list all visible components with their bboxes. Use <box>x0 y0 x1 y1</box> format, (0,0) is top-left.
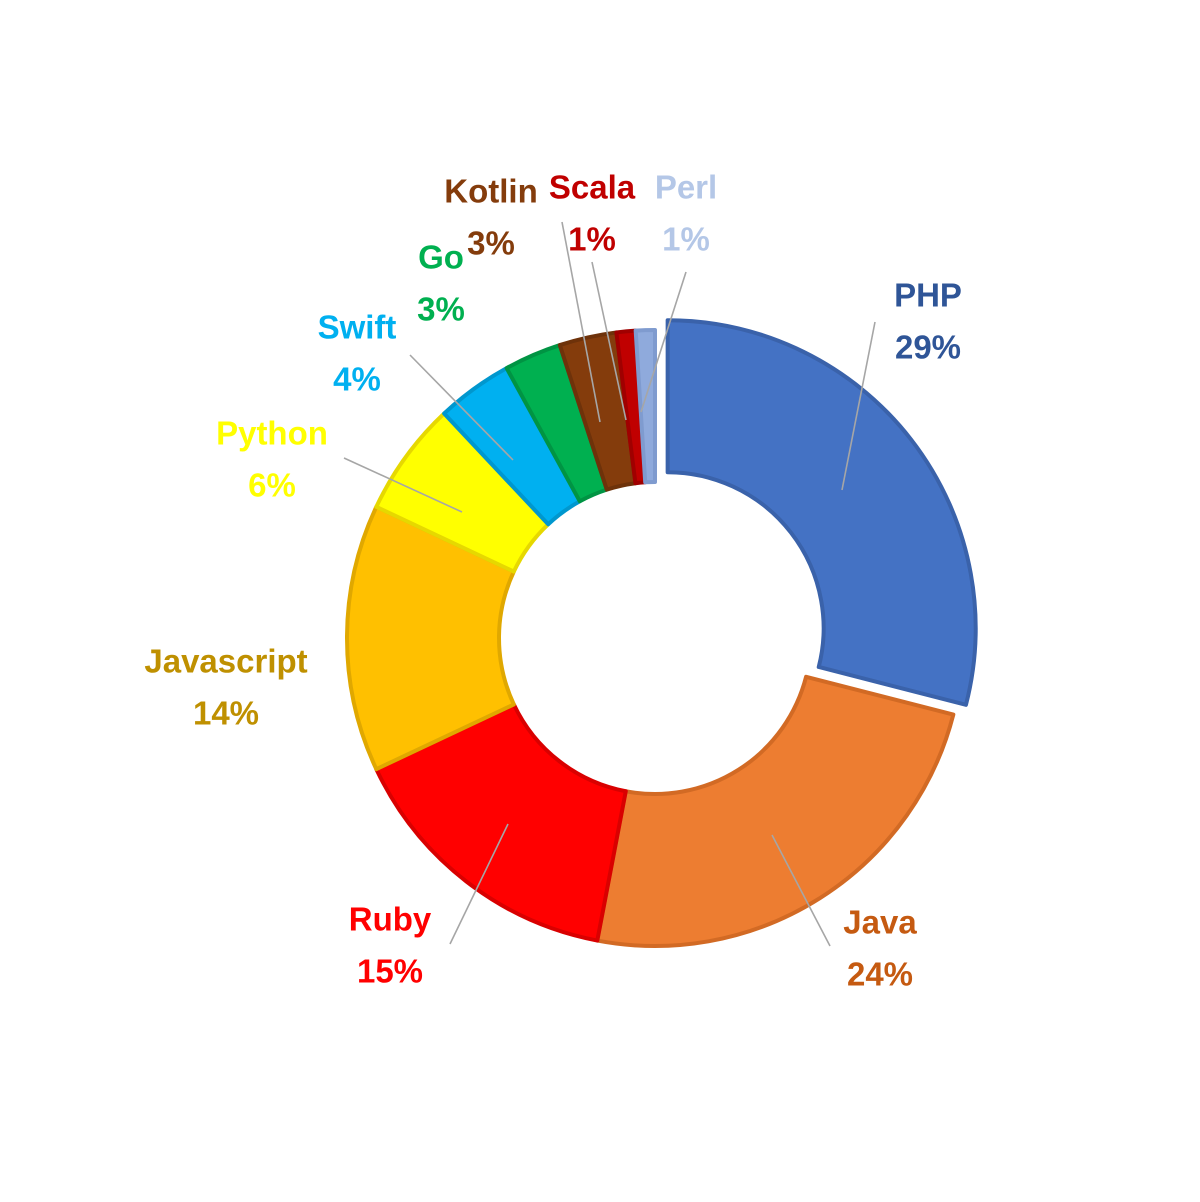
data-label-java-name: Java <box>843 904 917 941</box>
data-label-java-value: 24% <box>847 956 913 993</box>
leader-line-ruby <box>449 823 509 945</box>
leader-line-java <box>771 834 831 947</box>
chart-slices <box>345 318 978 948</box>
slice-java <box>595 674 956 948</box>
data-label-swift-name: Swift <box>318 309 397 346</box>
data-label-ruby-name: Ruby <box>349 901 432 938</box>
leader-line-perl <box>640 271 687 413</box>
data-label-kotlin-name: Kotlin <box>444 173 537 210</box>
data-label-perl-value: 1% <box>662 221 710 258</box>
slice-ruby <box>374 702 628 943</box>
chart-data-labels: PHP 29% Java 24% Ruby 15% Javascript 14% Python 6… <box>144 169 962 993</box>
leader-line-swift <box>409 354 514 461</box>
data-label-javascript-value: 14% <box>193 695 259 732</box>
data-label-python-value: 6% <box>248 467 296 504</box>
data-label-scala-name: Scala <box>549 169 636 206</box>
slice-perl <box>633 328 657 485</box>
data-label-go-name: Go <box>418 239 464 276</box>
data-label-javascript-name: Javascript <box>144 643 307 680</box>
leader-line-php <box>841 321 876 491</box>
data-label-go-value: 3% <box>417 291 465 328</box>
leader-line-python <box>343 457 463 513</box>
data-label-kotlin-value: 3% <box>467 225 515 262</box>
data-label-ruby-value: 15% <box>357 953 423 990</box>
data-label-php-name: PHP <box>894 277 962 314</box>
data-label-scala-value: 1% <box>568 221 616 258</box>
leader-line-kotlin <box>561 221 601 423</box>
chart-leader-lines <box>343 221 876 947</box>
leader-line-scala <box>591 261 627 421</box>
slice-php <box>665 318 978 707</box>
slice-javascript <box>345 504 516 772</box>
data-label-swift-value: 4% <box>333 361 381 398</box>
data-label-perl-name: Perl <box>655 169 717 206</box>
data-label-php-value: 29% <box>895 329 961 366</box>
data-label-python-name: Python <box>216 415 328 452</box>
